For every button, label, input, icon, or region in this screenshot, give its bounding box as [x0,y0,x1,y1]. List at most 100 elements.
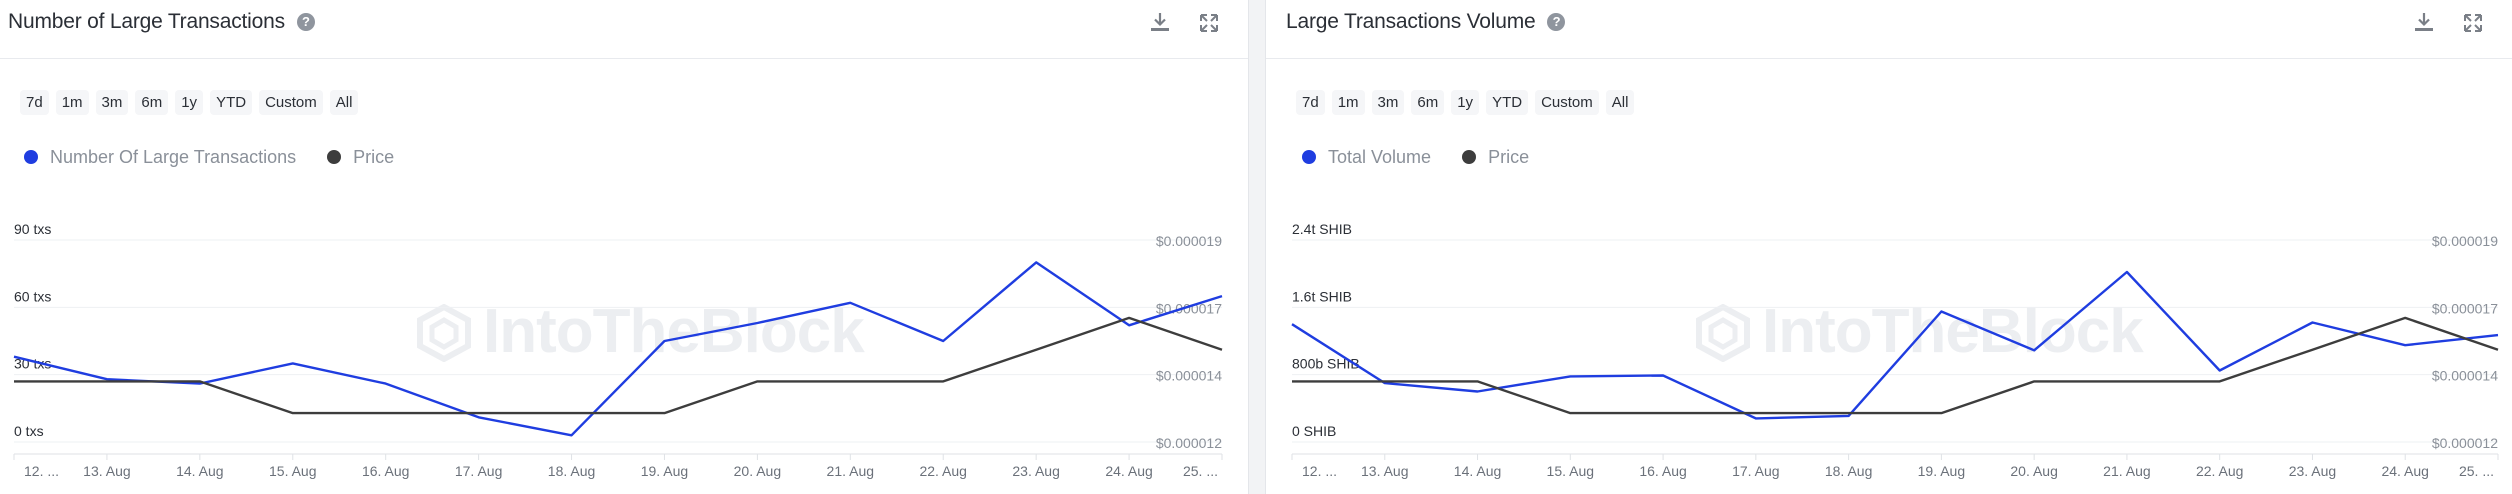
range-6m-button[interactable]: 6m [135,90,169,115]
x-tick-label: 15. Aug [1547,463,1595,479]
y-right-tick-label: $0.000014 [2432,368,2498,384]
expand-icon[interactable] [2462,12,2484,39]
legend-item-price[interactable]: Price [327,147,394,168]
panel-header: Number of Large Transactions? [0,0,1248,59]
y-right-tick-label: $0.000012 [2432,435,2498,451]
x-tick-label: 24. Aug [2381,463,2429,479]
x-tick-label: 20. Aug [734,463,782,479]
legend-dot [24,150,38,164]
x-tick-label: 19. Aug [1918,463,1966,479]
y-left-tick-label: 0 SHIB [1292,423,1336,439]
x-tick-label: 12. ... [1302,463,1337,479]
legend-dot [1462,150,1477,164]
x-tick-label: 15. Aug [269,463,317,479]
x-tick-label: 18. Aug [1825,463,1873,479]
range-1m-button[interactable]: 1m [55,90,89,115]
x-tick-label: 19. Aug [641,463,689,479]
x-tick-label: 17. Aug [1732,463,1780,479]
header-icons [1126,10,1220,39]
x-tick-label: 16. Aug [1639,463,1687,479]
y-right-tick-label: $0.000014 [1156,368,1222,384]
range-all-button[interactable]: All [1605,90,1635,115]
x-tick-label: 24. Aug [1105,463,1153,479]
x-tick-label: 22. Aug [2196,463,2244,479]
range-3m-button[interactable]: 3m [95,90,129,115]
panel-title: Large Transactions Volume? [1286,10,1566,34]
range-1m-button[interactable]: 1m [1331,90,1365,115]
range-7d-button[interactable]: 7d [20,90,49,115]
x-tick-label: 21. Aug [2103,463,2151,479]
x-tick-label: 14. Aug [1454,463,1502,479]
time-range-selector: 7d 1m 3m 6m 1y YTD Custom All [20,90,365,115]
y-left-tick-label: 0 txs [14,423,44,439]
large-transactions-volume-panel: Large Transactions Volume? 7d 1m 3m 6m 1y YTD… [1266,0,2512,494]
x-tick-label: 20. Aug [2010,463,2058,479]
legend-dot [1302,150,1316,164]
watermark: IntoTheBlock [1694,296,2144,367]
x-tick-label: 25. ... [2459,463,2494,479]
x-tick-label: 25. ... [1183,463,1218,479]
range-custom-button[interactable]: Custom [259,90,323,115]
panel-title-text: Large Transactions Volume [1286,10,1536,33]
watermark: IntoTheBlock [415,296,865,367]
legend-label: Price [353,147,395,167]
help-icon[interactable]: ? [296,13,315,31]
x-tick-label: 18. Aug [548,463,596,479]
volume-line-chart: 0 SHIB $0.000012 800b SHIB $0.000014 1.6t SH… [1291,221,2499,479]
legend-item-price[interactable]: Price [1462,147,1529,168]
price-series-line[interactable] [14,316,1223,415]
x-tick-label: 14. Aug [176,463,224,479]
range-custom-button[interactable]: Custom [1535,90,1599,115]
legend-label: Price [1488,147,1530,167]
x-tick-label: 23. Aug [2289,463,2337,479]
panel-title: Number of Large Transactions? [8,10,315,34]
x-tick-label: 13. Aug [1361,463,1409,479]
expand-icon[interactable] [1198,12,1220,39]
y-right-tick-label: $0.000019 [2432,233,2498,249]
y-right-tick-label: $0.000019 [1156,233,1222,249]
legend-item-transactions[interactable]: Number Of Large Transactions [24,147,296,168]
y-left-tick-label: 60 txs [14,288,51,304]
download-icon[interactable] [1148,10,1172,39]
range-7d-button[interactable]: 7d [1296,90,1325,115]
download-icon[interactable] [2412,10,2436,39]
panel-divider [1248,0,1266,494]
legend-label: Number Of Large Transactions [50,147,297,167]
y-left-tick-label: 2.4t SHIB [1292,221,1352,237]
primary-series-line[interactable] [1291,270,2499,420]
legend-dot [327,150,342,164]
panel-title-text: Number of Large Transactions [8,10,285,33]
y-right-tick-label: $0.000017 [2432,300,2498,316]
range-6m-button[interactable]: 6m [1411,90,1445,115]
watermark-text: IntoTheBlock [483,297,865,366]
price-series-line[interactable] [1292,316,2499,415]
range-ytd-button[interactable]: YTD [1486,90,1529,115]
x-tick-label: 16. Aug [362,463,410,479]
range-3m-button[interactable]: 3m [1371,90,1405,115]
range-1y-button[interactable]: 1y [1451,90,1480,115]
time-range-selector: 7d 1m 3m 6m 1y YTD Custom All [1296,90,1641,115]
range-ytd-button[interactable]: YTD [210,90,253,115]
x-tick-label: 12. ... [24,463,59,479]
chart-legend: Total Volume Price [1302,147,1555,168]
panel-header: Large Transactions Volume? [1266,0,2512,59]
x-tick-label: 17. Aug [455,463,503,479]
header-icons [2390,10,2484,39]
y-left-tick-label: 90 txs [14,221,51,237]
y-left-tick-label: 800b SHIB [1292,356,1360,372]
chart-legend: Number Of Large Transactions Price [24,147,420,168]
range-all-button[interactable]: All [329,90,359,115]
large-transactions-panel: Number of Large Transactions? 7d 1m 3m 6m 1y… [0,0,1248,494]
watermark-text: IntoTheBlock [1762,297,2144,366]
x-tick-label: 13. Aug [83,463,131,479]
legend-label: Total Volume [1328,147,1432,167]
x-tick-label: 23. Aug [1012,463,1060,479]
x-tick-label: 21. Aug [827,463,875,479]
legend-item-total-volume[interactable]: Total Volume [1302,147,1431,168]
primary-series-line[interactable] [13,261,1223,437]
help-icon[interactable]: ? [1547,13,1566,31]
y-right-tick-label: $0.000012 [1156,435,1222,451]
range-1y-button[interactable]: 1y [175,90,204,115]
x-tick-label: 22. Aug [919,463,967,479]
